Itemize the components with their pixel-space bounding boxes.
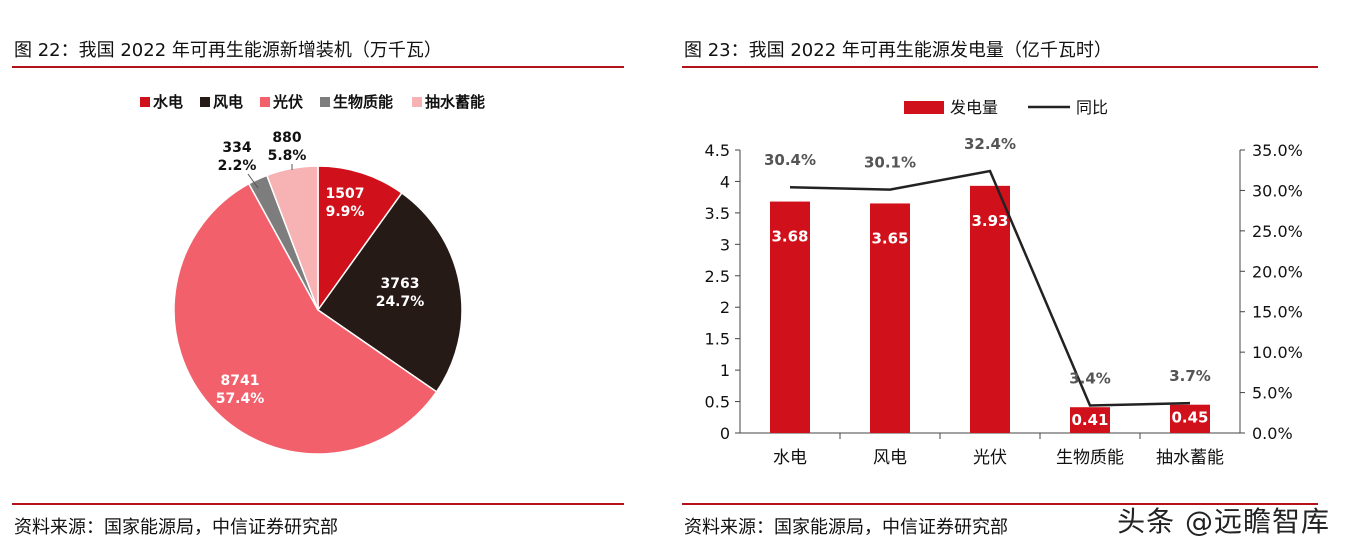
y-tick-label-right: 30.0%: [1252, 181, 1303, 200]
legend-swatch: [320, 97, 330, 107]
y-tick-label-left: 4: [720, 172, 730, 191]
x-tick-label: 生物质能: [1056, 448, 1124, 468]
y-tick-label-right: 10.0%: [1252, 343, 1303, 362]
pie-value-label: 3763: [381, 276, 420, 292]
left-figure: 图 22：我国 2022 年可再生能源新增装机（万千瓦） 水电 风电 光伏 生物质能 抽…: [0, 0, 640, 555]
legend-label: 生物质能: [333, 93, 393, 111]
bar: [1170, 404, 1210, 433]
bar-line-chart: 发电量 同比 0 0.5 1 1.5 2 2.5 3 3.5 4 4.5 0.0% 5.0% 10.0% 15…: [705, 98, 1303, 468]
y-tick-label-right: 25.0%: [1252, 222, 1303, 241]
y-tick-label-left: 3.5: [705, 204, 730, 223]
pie-value-label: 1507: [326, 186, 365, 202]
legend-label: 水电: [153, 93, 183, 111]
right-figure: 图 23：我国 2022 年可再生能源发电量（亿千瓦时） 发电量 同比 0 0.5 1 1…: [672, 0, 1348, 555]
pie-percent-label: 24.7%: [376, 294, 425, 310]
legend-swatch: [260, 97, 270, 107]
y-tick-label-left: 2.5: [705, 267, 730, 286]
pie-slice: [316, 191, 463, 393]
pie-value-label: 8741: [221, 373, 260, 389]
pie-percent-label: 9.9%: [326, 204, 365, 220]
pie-slice: [173, 182, 438, 455]
legend-label: 同比: [1076, 98, 1108, 117]
pie-chart: 水电 风电 光伏 生物质能 抽水蓄能 1507 9.9% 3763 24.7% 8741 57.4%…: [140, 93, 485, 455]
bar-value-label: 3.93: [971, 212, 1008, 230]
bar: [1070, 407, 1110, 433]
bar-value-label: 0.45: [1171, 409, 1208, 427]
x-tick-label: 水电: [773, 448, 807, 468]
bar: [870, 203, 910, 433]
pie-leader-line: [247, 173, 259, 189]
y-tick-label-left: 0: [720, 424, 730, 443]
pie-slice: [317, 165, 403, 313]
left-source-note: 资料来源：国家能源局，中信证券研究部: [14, 517, 338, 538]
legend-swatch: [200, 97, 210, 107]
yoy-line: [789, 169, 1191, 407]
watermark-text: 头条 @远瞻智库: [1117, 505, 1330, 538]
y-tick-label-right: 0.0%: [1252, 424, 1293, 443]
pie-percent-label: 57.4%: [216, 391, 265, 407]
legend-label: 风电: [213, 93, 243, 111]
right-figure-title: 图 23：我国 2022 年可再生能源发电量（亿千瓦时）: [684, 40, 1112, 61]
line-value-label: 3.4%: [1069, 370, 1111, 388]
bar-value-label: 0.41: [1071, 411, 1108, 429]
pie-percent-label: 2.2%: [218, 158, 257, 174]
y-tick-label-right: 35.0%: [1252, 141, 1303, 160]
legend-label: 抽水蓄能: [425, 93, 485, 111]
y-tick-label-left: 1: [720, 361, 730, 380]
legend-swatch: [412, 97, 422, 107]
bar: [970, 185, 1010, 433]
y-tick-label-left: 1.5: [705, 330, 730, 349]
pie-value-label: 880: [272, 130, 301, 146]
legend-swatch: [140, 97, 150, 107]
y-tick-label-right: 20.0%: [1252, 262, 1303, 281]
x-tick-label: 抽水蓄能: [1156, 448, 1224, 468]
right-title-rule: [682, 66, 1318, 68]
pie-percent-label: 5.8%: [268, 148, 307, 164]
y-tick-label-right: 5.0%: [1252, 384, 1293, 403]
line-value-label: 30.4%: [764, 151, 816, 169]
line-value-label: 30.1%: [864, 154, 916, 172]
left-title-rule: [12, 66, 624, 68]
left-figure-title: 图 22：我国 2022 年可再生能源新增装机（万千瓦）: [14, 40, 442, 61]
bar-value-label: 3.68: [771, 228, 808, 246]
y-tick-label-left: 4.5: [705, 141, 730, 160]
x-tick-label: 风电: [873, 448, 907, 468]
legend-label: 光伏: [272, 93, 303, 111]
line-value-label: 3.7%: [1169, 367, 1211, 385]
x-tick-label: 光伏: [973, 448, 1007, 468]
y-tick-label-right: 15.0%: [1252, 303, 1303, 322]
y-tick-label-left: 0.5: [705, 393, 730, 412]
right-source-rule: [682, 503, 1318, 505]
y-tick-label-left: 2: [720, 298, 730, 317]
bar-value-label: 3.65: [871, 229, 908, 247]
bar: [770, 201, 810, 433]
line-value-label: 32.4%: [964, 135, 1016, 153]
legend-swatch: [904, 101, 944, 114]
y-tick-label-left: 3: [720, 235, 730, 254]
left-source-rule: [12, 503, 624, 505]
legend-label: 发电量: [950, 98, 998, 117]
right-source-note: 资料来源：国家能源局，中信证券研究部: [684, 517, 1008, 538]
pie-value-label: 334: [222, 140, 251, 156]
